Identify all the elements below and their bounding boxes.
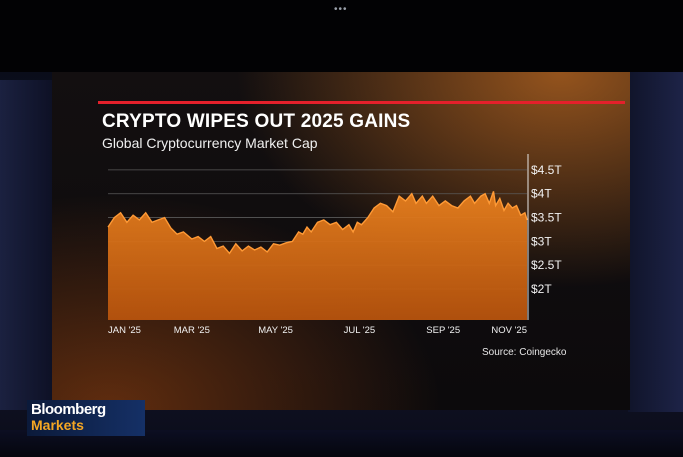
chart-subtitle: Global Cryptocurrency Market Cap <box>102 135 318 151</box>
y-tick-labels: $4.5T $4T $3.5T $3T $2.5T $2T <box>531 163 562 296</box>
chart-title: CRYPTO WIPES OUT 2025 GAINS <box>102 111 411 132</box>
x-tick-label: JAN '25 <box>108 325 141 336</box>
logo-line-bloomberg: Bloomberg <box>31 401 106 418</box>
x-tick-label: MAR '25 <box>174 325 210 336</box>
top-letterbox: ••• <box>0 0 683 72</box>
x-tick-label: MAY '25 <box>258 325 293 336</box>
y-tick-label: $4.5T <box>531 163 562 177</box>
y-tick-label: $2T <box>531 282 552 296</box>
left-studio-screen <box>0 80 55 410</box>
y-tick-label: $4T <box>531 187 552 201</box>
logo-line-markets: Markets <box>31 417 84 433</box>
x-tick-label: JUL '25 <box>344 325 376 336</box>
x-tick-labels: JAN '25 MAR '25 MAY '25 JUL '25 SEP '25 NOV '… <box>108 325 527 336</box>
y-tick-label: $3T <box>531 234 552 248</box>
market-cap-line <box>107 191 528 255</box>
x-tick-label: SEP '25 <box>426 325 460 336</box>
y-tick-label: $2.5T <box>531 258 562 272</box>
y-tick-label: $3.5T <box>531 211 562 225</box>
title-accent-line <box>98 101 625 104</box>
market-cap-area <box>108 191 527 320</box>
bloomberg-markets-logo: Bloomberg Markets <box>27 400 145 436</box>
right-studio-screen <box>628 72 683 412</box>
chart-source: Source: Coingecko <box>482 347 567 358</box>
x-tick-label: NOV '25 <box>491 325 527 336</box>
more-icon[interactable]: ••• <box>334 4 348 15</box>
